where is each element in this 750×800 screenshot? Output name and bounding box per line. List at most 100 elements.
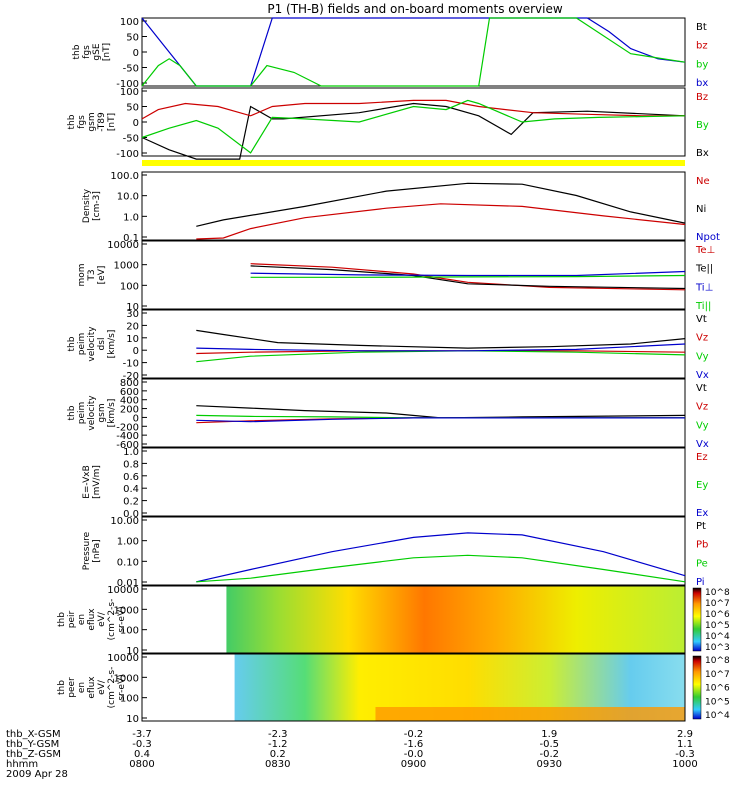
y-axis-label: mom T3 [eV] [77,263,107,286]
y-axis-label: thb peim velocity gsm [km/s] [67,395,117,431]
legend-entry: bz [696,41,708,52]
svg-text:eV/: eV/ [97,679,107,695]
svg-text:peim: peim [77,402,87,425]
y-axis-label: thb peim velocity dsl [km/s] [67,326,117,362]
series-Ti|| [250,274,686,278]
legend-entry: by [696,59,708,70]
y-tick-label: 0 [133,346,139,357]
svg-text:(cm^2-s-: (cm^2-s- [107,667,117,709]
legend-entry: Npot [696,232,720,243]
y-axis-label: E=-VxB [mV/m] [82,465,102,499]
svg-text:[km/s]: [km/s] [107,330,117,359]
x-tick-label: -0.2 [539,749,559,760]
y-tick-label: -20 [123,371,139,382]
colorbar [692,655,702,720]
y-tick-label: 10 [126,334,139,345]
svg-text:sr-eV): sr-eV) [117,674,127,700]
svg-text:en: en [77,614,87,625]
y-tick-label: 0.2 [123,497,139,508]
legend-entry: Ex [696,508,708,519]
y-tick-label: 1000 [114,605,139,616]
y-axis-label: Density [cm-3] [82,188,102,223]
y-tick-label: 0 [133,118,139,129]
svg-text:[nPa]: [nPa] [92,539,102,562]
y-tick-label: -600 [116,440,139,451]
panel-fgs2: 100 50 0 -50 -100 thb fgs gsm -T89 [nT] Bz By Bx [67,87,709,160]
series-Pi [196,532,686,583]
svg-text:eflux: eflux [87,676,97,699]
figure-title: P1 (TH-B) fields and on-board moments ov… [267,2,563,16]
legend-entry: Vt [696,383,707,394]
x-tick-label: -0.3 [132,739,152,750]
x-row-label: thb_Y-GSM [6,739,59,750]
panel-fgs: 100 50 0 -50 -100 thb fgs gSE [nT] Bt bz by bx [72,17,708,90]
x-row-label: thb_Z-GSM [6,749,61,760]
legend-entry: Ez [696,452,708,463]
y-tick-label: -100 [116,149,139,160]
y-tick-label: 1.00 [117,537,139,548]
panel-frame [141,87,686,157]
legend-entry: Vz [696,402,708,413]
svg-text:velocity: velocity [87,326,97,362]
x-tick-label: -1.2 [268,739,288,750]
series-by [141,17,686,87]
y-tick-label: 10000 [107,653,139,664]
svg-text:thb: thb [57,680,67,695]
y-tick-label: 0.0 [123,509,139,520]
x-tick-label: 0.4 [134,749,150,760]
colorbar-tick-label: 10^4 [705,711,730,721]
svg-text:gsm: gsm [97,403,107,422]
series-Te|| [250,265,686,290]
panel-pressure: 10.00 1.00 0.10 0.01 Pressure [nPa] Pt Pb Pe Pi [82,516,708,589]
svg-text:E=-VxB: E=-VxB [82,465,92,499]
y-tick-label: 800 [120,378,139,389]
svg-text:Density: Density [82,188,92,223]
y-tick-label: -50 [123,134,139,145]
svg-text:eflux: eflux [87,608,97,631]
svg-text:Pressure: Pressure [82,531,92,570]
colorbar-tick-label: 10^5 [705,697,730,707]
series-Pe [196,554,686,583]
y-tick-label: 1000 [114,673,139,684]
svg-text:fgs: fgs [82,45,92,59]
y-tick-label: 1.0 [123,447,139,458]
y-tick-label: 100 [120,281,139,292]
y-tick-label: 0.10 [117,557,139,568]
series-bx [141,17,686,87]
colorbar-tick-label: 10^8 [705,588,730,598]
series-Vt [196,405,686,419]
y-tick-label: 600 [120,387,139,398]
series-Vy [196,350,686,363]
svg-text:[mV/m]: [mV/m] [92,465,102,499]
y-tick-label: 10000 [107,240,139,251]
colorbar-tick-label: 10^3 [705,643,730,653]
y-tick-label: 1.0 [123,212,139,223]
y-tick-label: 100 [120,17,139,28]
y-tick-label: -10 [123,359,139,370]
x-tick-label: 0930 [537,759,562,770]
colorbar-tick-label: 10^8 [705,656,730,666]
x-tick-label: -1.6 [404,739,424,750]
colorbar-tick-label: 10^4 [705,632,730,642]
status-bar [142,160,685,166]
series-Bz [141,99,685,120]
svg-text:[nT]: [nT] [102,43,112,61]
legend-entry: Vx [696,370,709,381]
legend-entry: Pb [696,540,708,551]
svg-text:dsl: dsl [97,338,107,351]
svg-text:gsm: gsm [87,112,97,131]
y-tick-label: 0.01 [117,578,139,589]
x-tick-label: -0.3 [675,749,695,760]
legend-entry: Vy [696,420,709,431]
legend-entry: By [696,120,709,131]
y-tick-label: 1000 [114,261,139,272]
panel-frame [141,447,686,517]
legend-entry: Te|| [695,264,713,275]
x-tick-label: 0.2 [270,749,286,760]
y-tick-label: 0.4 [123,484,139,495]
svg-text:peim: peim [77,333,87,356]
legend-entry: Bx [696,148,709,159]
svg-text:thb: thb [67,405,77,420]
y-tick-label: 100.0 [110,171,139,182]
